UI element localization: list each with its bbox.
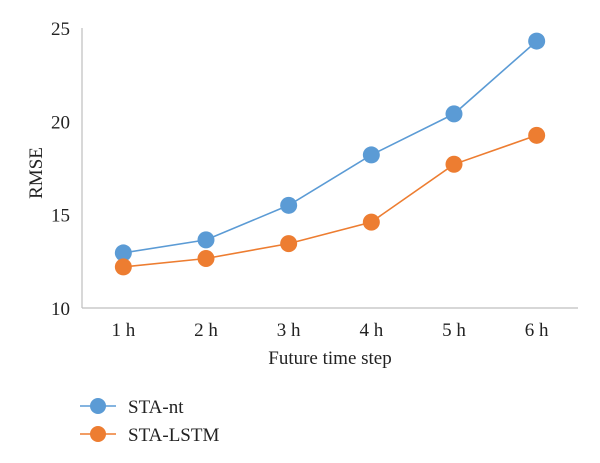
data-point (445, 155, 463, 173)
x-tick-label: 6 h (525, 320, 549, 341)
x-tick-label: 1 h (111, 320, 135, 341)
legend-marker (90, 426, 106, 442)
data-point (280, 196, 298, 214)
y-tick-label: 15 (51, 206, 70, 227)
data-point (362, 213, 380, 231)
y-tick-labels: 10 15 20 25 (51, 19, 70, 320)
series-line (123, 40, 538, 254)
legend-label: STA-LSTM (128, 425, 219, 446)
y-tick-label: 20 (51, 112, 70, 133)
data-point (114, 258, 132, 276)
axes (81, 28, 578, 309)
data-point (528, 32, 546, 50)
data-point (445, 105, 463, 123)
x-tick-label: 5 h (442, 320, 466, 341)
x-tick-label: 4 h (359, 320, 383, 341)
x-axis-title: Future time step (268, 348, 391, 369)
x-tick-labels: 1 h 2 h 3 h 4 h 5 h 6 h (111, 320, 549, 341)
legend-marker (90, 398, 106, 414)
y-tick-label: 10 (51, 299, 70, 320)
legend-label: STA-nt (128, 397, 184, 418)
data-point (114, 244, 132, 262)
data-point (197, 231, 215, 249)
series-line (123, 134, 537, 268)
y-tick-label: 25 (51, 19, 70, 40)
x-tick-label: 2 h (194, 320, 218, 341)
legend: STA-nt STA-LSTM (80, 397, 219, 446)
data-point (362, 146, 380, 164)
data-point (528, 126, 546, 144)
data-point (280, 235, 298, 253)
data-point (197, 250, 215, 268)
y-axis-title: RMSE (26, 147, 47, 199)
x-tick-label: 3 h (277, 320, 301, 341)
series-layer (114, 32, 546, 276)
